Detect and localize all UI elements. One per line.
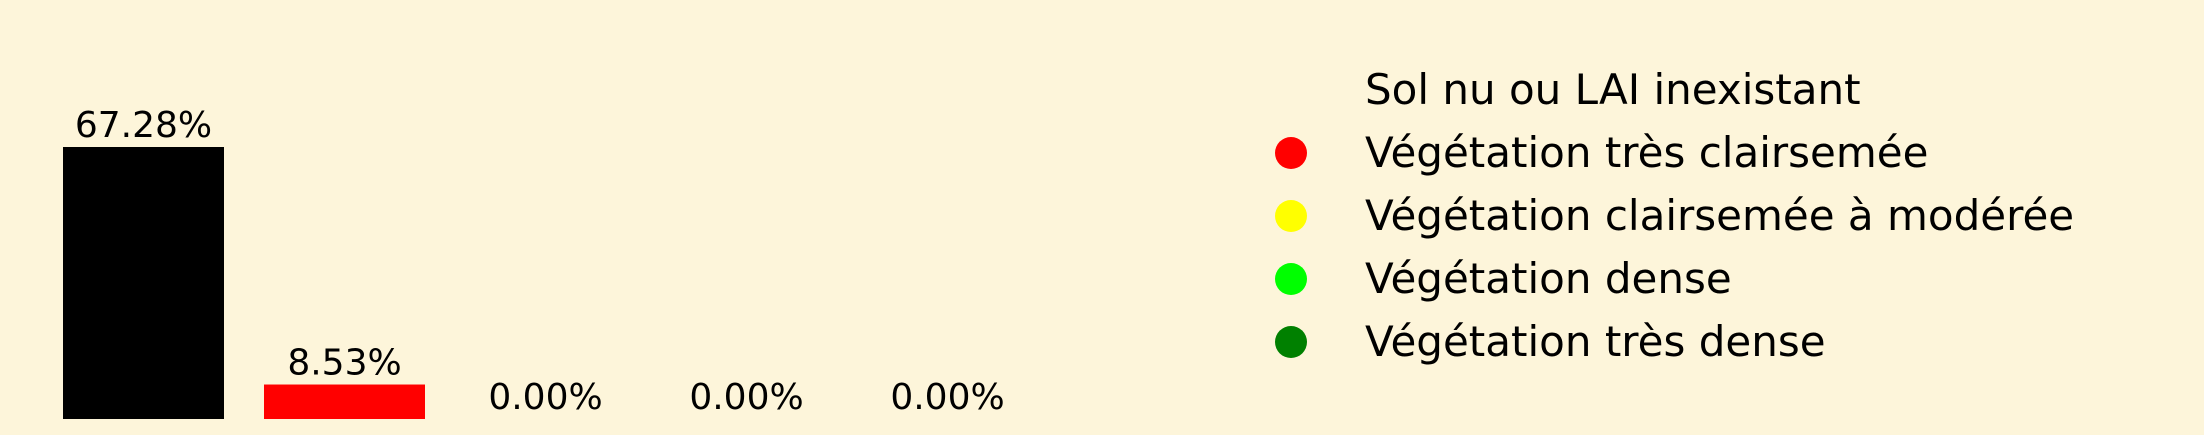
legend-label: Végétation très dense xyxy=(1365,316,1826,366)
legend-marker-icon xyxy=(1275,136,1307,169)
legend-label: Végétation dense xyxy=(1365,253,1732,303)
bar-value-label: 0.00% xyxy=(689,377,803,418)
legend-item: Sol nu ou LAI inexistant xyxy=(1260,58,2074,121)
bar-chart: 67.28% 8.53% 0.00% 0.00% 0.00% xyxy=(63,105,1005,419)
legend-label: Végétation très clairsemée xyxy=(1365,127,1929,177)
bar-value-label: 67.28% xyxy=(75,105,212,146)
legend-item: Végétation clairsemée à modérée xyxy=(1260,184,2074,247)
legend-label: Sol nu ou LAI inexistant xyxy=(1365,64,1861,114)
legend-marker-icon xyxy=(1275,262,1307,295)
legend-marker-icon xyxy=(1275,73,1307,106)
legend-label: Végétation clairsemée à modérée xyxy=(1365,190,2075,240)
bar-value-label: 0.00% xyxy=(890,377,1004,418)
legend-item: Végétation très clairsemée xyxy=(1260,121,2074,184)
legend-item: Végétation très dense xyxy=(1260,310,2074,373)
legend-marker-icon xyxy=(1275,199,1307,232)
bar-2 xyxy=(264,384,425,419)
bar-value-label: 8.53% xyxy=(287,343,401,384)
chart-legend: Sol nu ou LAI inexistant Végétation très … xyxy=(1260,58,2074,373)
legend-item: Végétation dense xyxy=(1260,247,2074,310)
bar-1 xyxy=(63,147,224,419)
bar-value-label: 0.00% xyxy=(488,377,602,418)
legend-marker-icon xyxy=(1275,325,1307,358)
